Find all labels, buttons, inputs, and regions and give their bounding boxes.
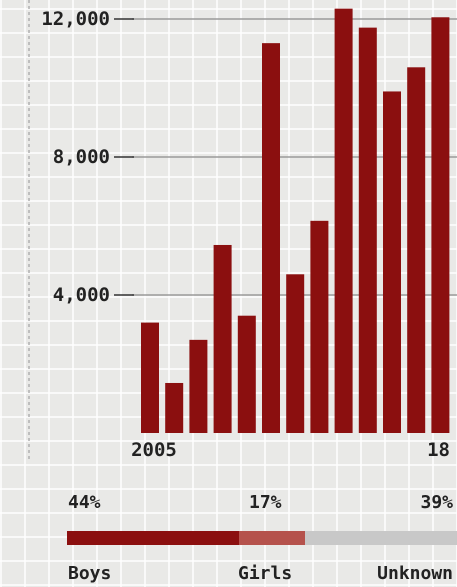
unknown-percent: 39% [420,492,453,513]
bar [286,274,305,433]
bar [310,220,329,433]
gridlines [114,18,457,296]
bar [213,244,232,433]
unknown-segment [304,531,457,545]
bar [431,17,450,434]
boys-label: Boys [68,563,112,584]
bar [383,91,401,433]
x-tick-label: 18 [427,439,450,461]
share-percent-row: 44% 17% 39% [0,492,457,516]
bar [262,43,280,434]
x-tick-label: 2005 [131,439,177,461]
bar [165,382,184,433]
bar-chart: 4,000 8,000 12,000 2005 18 [28,0,457,462]
bars [141,8,450,434]
x-tick-labels: 2005 18 [131,439,450,461]
unknown-label: Unknown [377,563,453,584]
girls-label: Girls [238,563,293,584]
bar [141,322,159,433]
y-tick-label: 4,000 [53,284,110,306]
bar [358,27,377,433]
boys-percent: 44% [68,492,101,513]
y-tick-label: 12,000 [41,8,110,30]
girls-segment [238,531,305,545]
boys-segment [67,531,239,545]
share-label-row: Boys Girls Unknown [0,563,457,587]
y-tick-labels: 4,000 8,000 12,000 [41,8,110,306]
bar [334,8,353,434]
y-tick-label: 8,000 [53,146,110,168]
bar [407,67,426,434]
bar [189,339,208,433]
bar [237,315,256,433]
share-bar [67,531,457,545]
girls-percent: 17% [249,492,282,513]
